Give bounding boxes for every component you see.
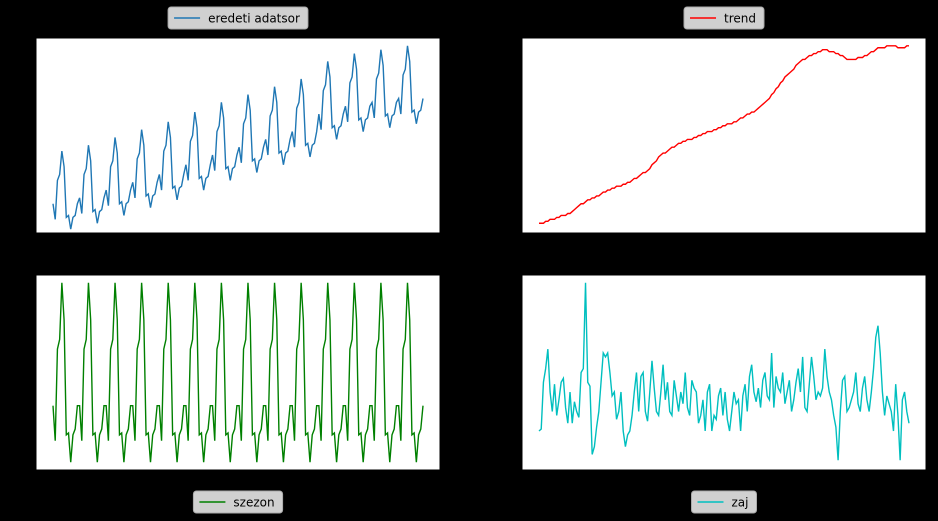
legend: trend: [683, 6, 765, 30]
data-line: [538, 282, 910, 461]
legend-box: [192, 490, 284, 514]
plot-area: [35, 274, 441, 471]
legend-box: [683, 6, 765, 30]
legend-label: szezon: [233, 496, 274, 510]
data-line: [52, 45, 424, 230]
legend-label: zaj: [732, 496, 749, 510]
data-line: [539, 45, 909, 224]
legend: szezon: [192, 490, 284, 514]
legend-label: trend: [724, 12, 756, 26]
legend: eredeti adatsor: [167, 6, 309, 30]
legend-label: eredeti adatsor: [208, 12, 300, 26]
legend: zaj: [691, 490, 757, 514]
legend-box: [167, 6, 309, 30]
plot-area: [521, 274, 927, 471]
data-line: [52, 282, 424, 463]
legend-box: [691, 490, 757, 514]
